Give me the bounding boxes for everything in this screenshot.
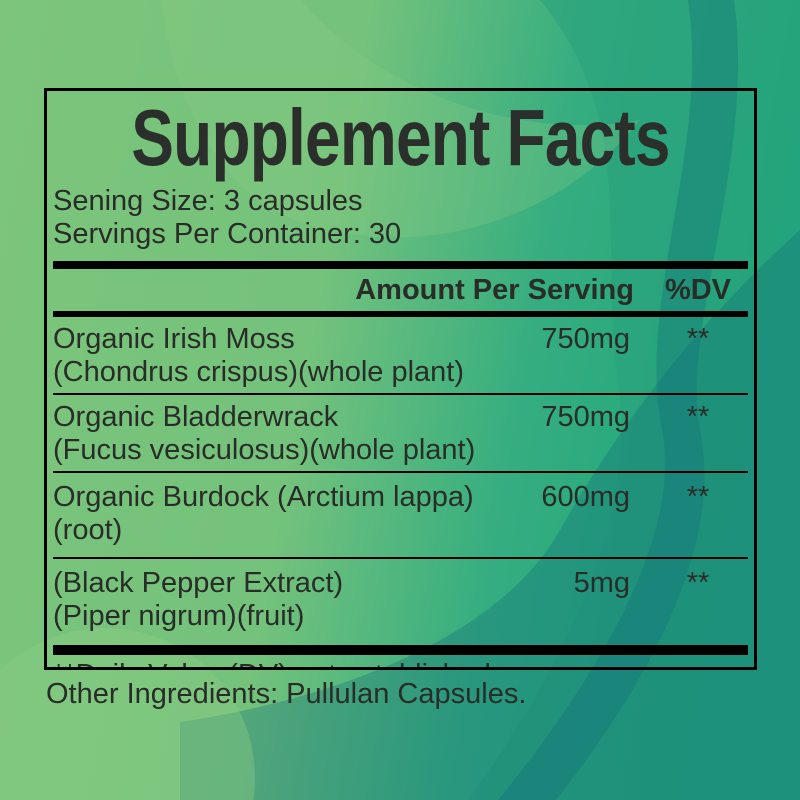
ingredient-dv-value: ** bbox=[686, 401, 710, 433]
ingredient-name: (Black Pepper Extract) bbox=[53, 567, 344, 599]
ingredient-amount: 750mg bbox=[541, 401, 630, 433]
ingredient-name-block: Organic Bladderwrack (Fucus vesiculosus)… bbox=[53, 401, 498, 467]
ingredient-name-block: Organic Irish Moss (Chondrus crispus)(wh… bbox=[53, 323, 498, 389]
panel-title: Supplement Facts bbox=[131, 93, 670, 182]
divider-thin bbox=[53, 471, 748, 473]
ingredient-name-block: Organic Burdock (Arctium lappa)(root) bbox=[53, 481, 498, 547]
ingredient-amount: 5mg bbox=[573, 567, 630, 599]
other-ingredients-text: Other Ingredients: Pullulan Capsules. bbox=[46, 678, 527, 710]
supplement-facts-panel: Supplement Facts Sening Size: 3 capsules… bbox=[44, 88, 757, 670]
ingredient-row: Organic Burdock (Arctium lappa)(root) 60… bbox=[53, 473, 748, 559]
ingredient-botanical-name: (Piper nigrum)(fruit) bbox=[53, 600, 305, 632]
percent-dv-header: %DV bbox=[664, 274, 732, 306]
ingredient-dv-value: ** bbox=[686, 323, 710, 355]
column-header-row: Amount Per Serving %DV bbox=[53, 269, 748, 311]
divider-thin bbox=[53, 557, 748, 559]
ingredient-dv-value: ** bbox=[686, 481, 710, 513]
divider-thin bbox=[53, 393, 748, 395]
ingredient-amount: 600mg bbox=[541, 481, 630, 513]
daily-value-footnote: **Daily Value (DV) not established bbox=[53, 655, 748, 667]
serving-info: Sening Size: 3 capsules Servings Per Con… bbox=[53, 185, 748, 251]
ingredient-name: Organic Bladderwrack bbox=[53, 401, 339, 433]
ingredient-name: Organic Burdock (Arctium lappa)(root) bbox=[53, 481, 474, 546]
blob-top bbox=[162, 0, 640, 238]
ingredient-rows: Organic Irish Moss (Chondrus crispus)(wh… bbox=[53, 317, 748, 645]
ingredient-name: Organic Irish Moss bbox=[53, 323, 295, 355]
divider-medium-header bbox=[53, 311, 748, 317]
servings-per-container-text: Servings Per Container: 30 bbox=[53, 218, 402, 250]
ingredient-name-block: (Black Pepper Extract) (Piper nigrum)(fr… bbox=[53, 567, 498, 633]
serving-size-text: Sening Size: 3 capsules bbox=[53, 185, 363, 217]
blob-bottom-left bbox=[0, 628, 255, 800]
divider-thick-top bbox=[53, 261, 748, 269]
divider-thick-footnote bbox=[53, 645, 748, 655]
ingredient-amount: 750mg bbox=[541, 323, 630, 355]
ingredient-dv-value: ** bbox=[686, 567, 710, 599]
wave-streak-diagonal bbox=[498, 0, 739, 800]
amount-per-serving-header: Amount Per Serving bbox=[355, 274, 634, 306]
ingredient-row: Organic Irish Moss (Chondrus crispus)(wh… bbox=[53, 317, 748, 395]
ingredient-row: Organic Bladderwrack (Fucus vesiculosus)… bbox=[53, 395, 748, 473]
wave-shape-bottom bbox=[180, 230, 800, 800]
ingredient-row: (Black Pepper Extract) (Piper nigrum)(fr… bbox=[53, 559, 748, 645]
ingredient-botanical-name: (Chondrus crispus)(whole plant) bbox=[53, 356, 464, 388]
ingredient-botanical-name: (Fucus vesiculosus)(whole plant) bbox=[53, 434, 476, 466]
